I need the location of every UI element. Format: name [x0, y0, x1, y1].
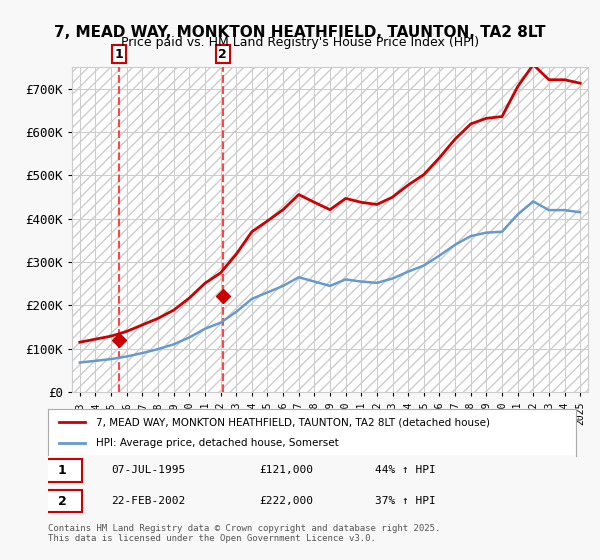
Text: 7, MEAD WAY, MONKTON HEATHFIELD, TAUNTON, TA2 8LT (detached house): 7, MEAD WAY, MONKTON HEATHFIELD, TAUNTON…: [95, 417, 490, 427]
Text: 2: 2: [218, 48, 227, 60]
FancyBboxPatch shape: [43, 489, 82, 512]
Text: £222,000: £222,000: [259, 496, 313, 506]
Text: 22-FEB-2002: 22-FEB-2002: [112, 496, 185, 506]
Text: 07-JUL-1995: 07-JUL-1995: [112, 465, 185, 475]
Text: 44% ↑ HPI: 44% ↑ HPI: [376, 465, 436, 475]
Text: 2: 2: [58, 494, 67, 507]
Text: £121,000: £121,000: [259, 465, 313, 475]
FancyBboxPatch shape: [43, 459, 82, 482]
Text: 7, MEAD WAY, MONKTON HEATHFIELD, TAUNTON, TA2 8LT: 7, MEAD WAY, MONKTON HEATHFIELD, TAUNTON…: [54, 25, 546, 40]
Text: 1: 1: [58, 464, 67, 477]
Text: Contains HM Land Registry data © Crown copyright and database right 2025.
This d: Contains HM Land Registry data © Crown c…: [48, 524, 440, 543]
Text: 1: 1: [115, 48, 124, 60]
Text: 37% ↑ HPI: 37% ↑ HPI: [376, 496, 436, 506]
Text: HPI: Average price, detached house, Somerset: HPI: Average price, detached house, Some…: [95, 438, 338, 448]
Text: Price paid vs. HM Land Registry's House Price Index (HPI): Price paid vs. HM Land Registry's House …: [121, 36, 479, 49]
